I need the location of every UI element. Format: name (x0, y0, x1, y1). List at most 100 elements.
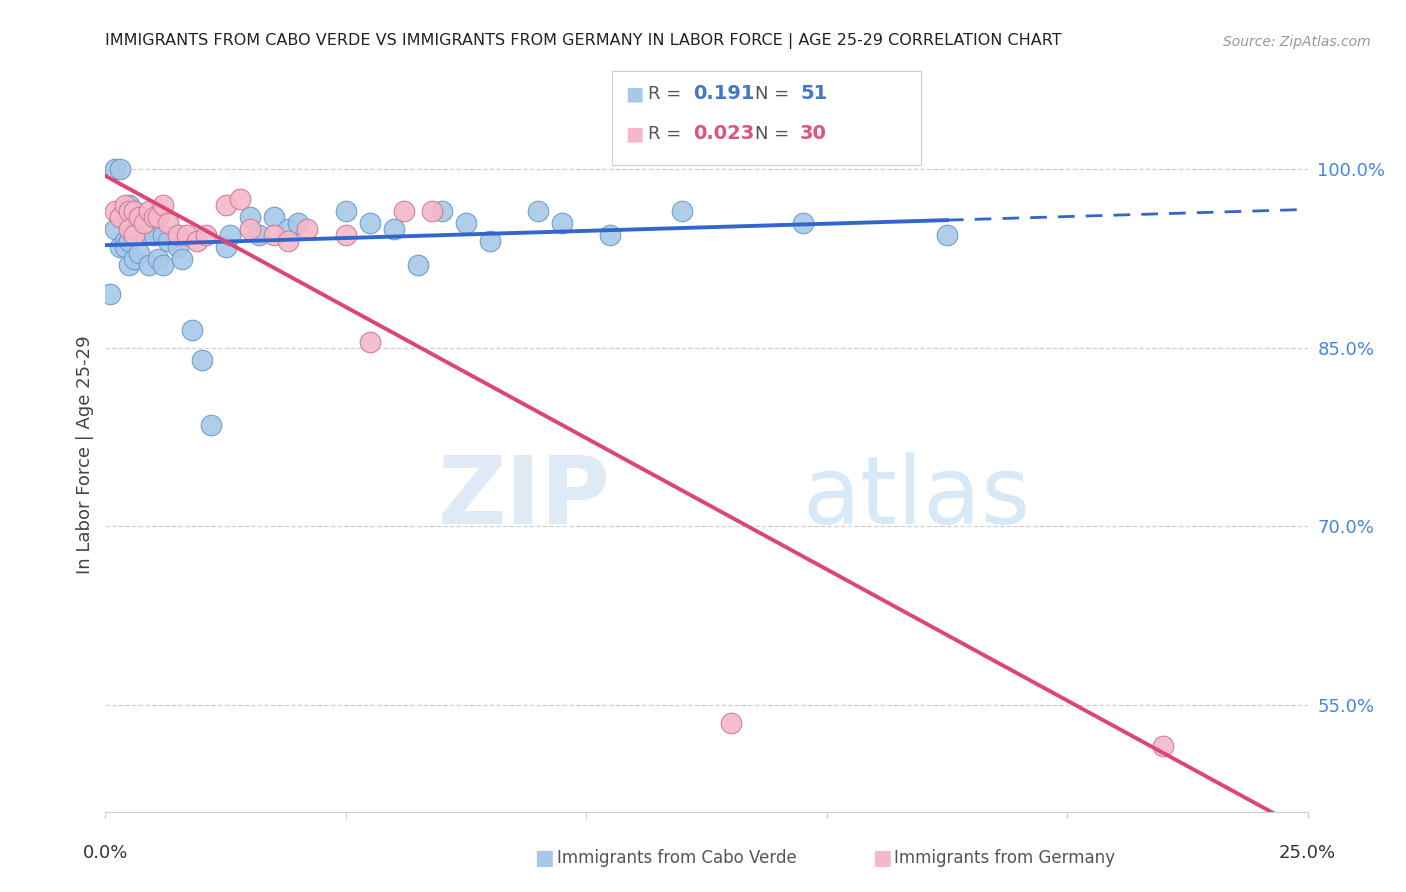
Point (156, 234, 179, 248)
Point (335, 227, 357, 242)
Point (239, 222, 262, 236)
Point (219, 227, 242, 242)
Point (118, 198, 141, 212)
Point (152, 227, 174, 242)
Point (239, 210, 262, 224)
Point (229, 192, 252, 206)
Point (176, 227, 198, 242)
Point (114, 234, 136, 248)
Point (936, 227, 959, 242)
Point (114, 198, 136, 212)
Point (297, 222, 319, 236)
Point (406, 258, 429, 272)
Point (479, 234, 502, 248)
Point (128, 210, 150, 224)
Text: ■: ■ (872, 848, 891, 868)
Text: 0.023: 0.023 (693, 124, 755, 144)
Point (132, 216, 155, 230)
Point (124, 222, 146, 236)
Point (114, 210, 136, 224)
Point (214, 240, 236, 254)
Text: 51: 51 (800, 84, 827, 103)
Point (527, 204, 550, 219)
Point (152, 258, 174, 272)
Point (166, 227, 188, 242)
Point (148, 210, 170, 224)
Text: IMMIGRANTS FROM CABO VERDE VS IMMIGRANTS FROM GERMANY IN LABOR FORCE | AGE 25-29: IMMIGRANTS FROM CABO VERDE VS IMMIGRANTS… (105, 33, 1062, 49)
Y-axis label: In Labor Force | Age 25-29: In Labor Force | Age 25-29 (76, 335, 94, 574)
Text: R =: R = (648, 85, 688, 103)
Point (128, 216, 150, 230)
Point (152, 198, 174, 212)
Point (108, 162, 131, 177)
Point (335, 204, 357, 219)
Text: Immigrants from Germany: Immigrants from Germany (894, 849, 1115, 867)
Point (599, 227, 621, 242)
Point (454, 216, 477, 230)
Point (263, 227, 285, 242)
Text: 0.191: 0.191 (693, 84, 755, 103)
Point (263, 210, 285, 224)
Text: 30: 30 (800, 124, 827, 144)
Text: ■: ■ (534, 848, 554, 868)
Text: N =: N = (755, 125, 794, 143)
Point (214, 198, 236, 212)
Point (359, 216, 381, 230)
Point (142, 210, 165, 224)
Point (118, 222, 141, 236)
Point (124, 227, 146, 242)
Point (118, 216, 141, 230)
Point (142, 227, 165, 242)
Point (551, 216, 574, 230)
Point (104, 162, 127, 177)
Text: 0.0%: 0.0% (83, 844, 128, 862)
Point (128, 245, 150, 260)
Text: R =: R = (648, 125, 688, 143)
Point (792, 216, 814, 230)
Point (138, 258, 160, 272)
Text: Immigrants from Cabo Verde: Immigrants from Cabo Verde (557, 849, 797, 867)
Point (186, 234, 208, 248)
Point (247, 227, 270, 242)
Point (148, 252, 170, 266)
Point (124, 204, 146, 219)
Point (118, 204, 141, 219)
Point (720, 715, 742, 730)
Point (190, 352, 212, 367)
Point (108, 240, 131, 254)
Text: N =: N = (755, 85, 794, 103)
Point (138, 204, 160, 219)
Point (359, 334, 381, 349)
Point (114, 240, 136, 254)
Point (287, 216, 309, 230)
Point (138, 222, 160, 236)
Point (118, 234, 141, 248)
Point (200, 418, 222, 433)
Text: ■: ■ (626, 124, 644, 144)
Point (108, 210, 131, 224)
Point (430, 204, 453, 219)
Point (671, 204, 693, 219)
Point (124, 252, 146, 266)
Point (195, 227, 218, 242)
Point (104, 222, 127, 236)
Point (104, 204, 127, 219)
Point (124, 204, 146, 219)
Point (277, 222, 299, 236)
Point (98, 287, 121, 301)
Text: ZIP: ZIP (437, 451, 610, 544)
Point (172, 252, 194, 266)
Point (108, 210, 131, 224)
Point (156, 216, 179, 230)
Text: 25.0%: 25.0% (1279, 844, 1336, 862)
Point (132, 227, 155, 242)
Point (181, 323, 204, 337)
Point (118, 258, 141, 272)
Text: ■: ■ (626, 84, 644, 103)
Text: atlas: atlas (803, 451, 1031, 544)
Point (382, 222, 405, 236)
Point (1152, 739, 1174, 754)
Point (277, 234, 299, 248)
Point (166, 240, 188, 254)
Text: Source: ZipAtlas.com: Source: ZipAtlas.com (1223, 35, 1371, 49)
